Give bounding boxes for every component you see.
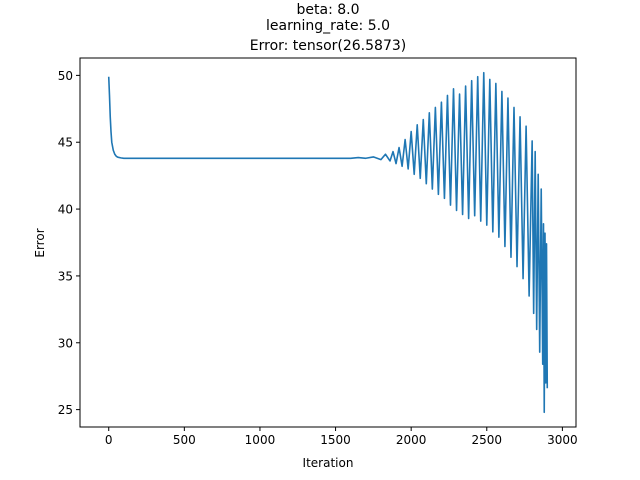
y-tick-label: 40 bbox=[58, 203, 73, 217]
series-line-0 bbox=[107, 71, 549, 414]
y-tick-label: 30 bbox=[58, 336, 73, 350]
plot-area: 0 500 1000 1500 2000 2500 3000 25 30 35 40 45 50 bbox=[58, 57, 578, 447]
y-tick-label: 45 bbox=[58, 136, 73, 150]
x-tick-label: 2000 bbox=[396, 433, 427, 447]
series-layer bbox=[107, 71, 549, 414]
y-ticks: 25 30 35 40 45 50 bbox=[58, 69, 80, 417]
x-tick-label: 3000 bbox=[547, 433, 578, 447]
chart-title-line-2: learning_rate: 5.0 bbox=[266, 18, 390, 34]
axes-frame bbox=[79, 57, 577, 428]
chart-title-line-1: beta: 8.0 bbox=[297, 2, 360, 18]
y-axis-label: Error bbox=[33, 228, 47, 257]
x-axis-label: Iteration bbox=[303, 456, 354, 470]
x-ticks: 0 500 1000 1500 2000 2500 3000 bbox=[105, 427, 578, 447]
x-tick-label: 1000 bbox=[245, 433, 276, 447]
x-tick-label: 0 bbox=[105, 433, 113, 447]
y-tick-label: 25 bbox=[58, 403, 73, 417]
x-tick-label: 500 bbox=[173, 433, 196, 447]
y-tick-label: 50 bbox=[58, 69, 73, 83]
x-tick-label: 1500 bbox=[320, 433, 351, 447]
x-tick-label: 2500 bbox=[472, 433, 503, 447]
chart-title-line-3: Error: tensor(26.5873) bbox=[250, 38, 406, 54]
y-tick-label: 35 bbox=[58, 269, 73, 283]
